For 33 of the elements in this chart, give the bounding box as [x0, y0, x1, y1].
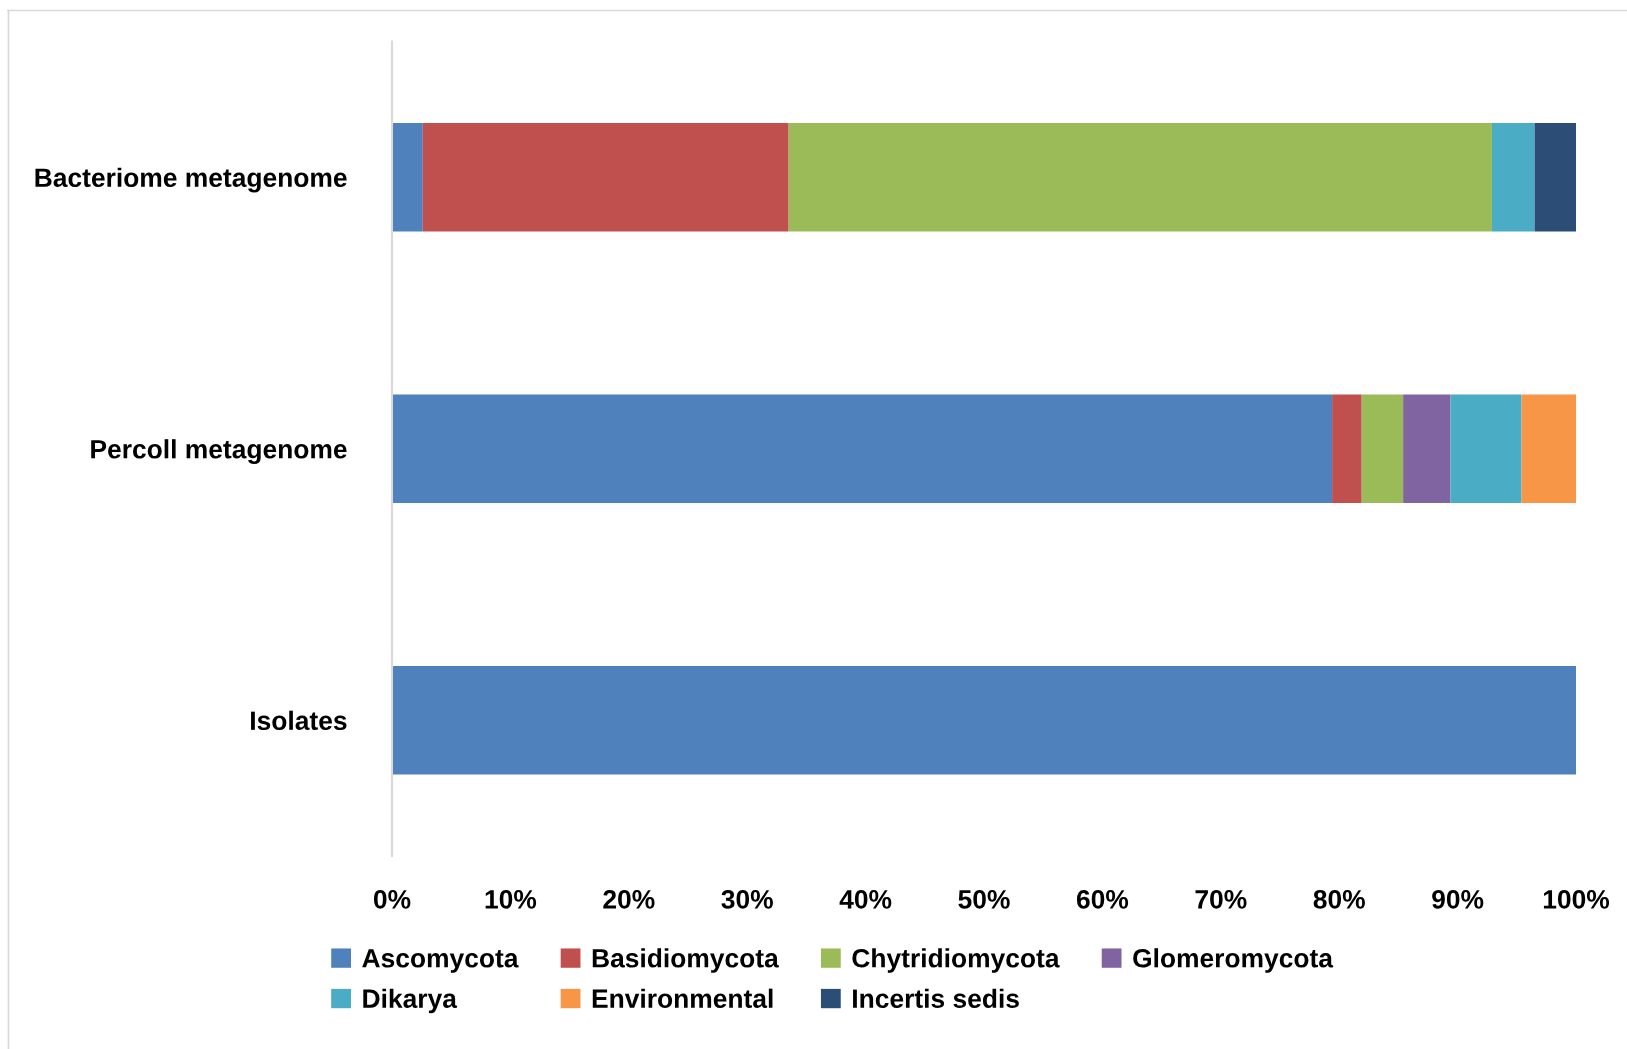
legend-label: Basidiomycota: [592, 948, 779, 973]
x-tick-label: 20%: [603, 890, 655, 909]
legend-label: Incertis sedis: [853, 988, 1019, 1009]
x-tick-label: 30%: [721, 890, 773, 909]
bar: [1534, 122, 1576, 232]
legend-label: Dikarya: [363, 988, 458, 1014]
x-tick-label: 0%: [373, 890, 411, 909]
bar: [1361, 394, 1404, 504]
x-tick-label: 100%: [1543, 890, 1610, 909]
x-tick-label: 60%: [1076, 890, 1129, 909]
bar: [422, 122, 789, 232]
x-tick-label: 90%: [1432, 890, 1484, 909]
bar: [392, 665, 1576, 775]
bar: [1332, 394, 1362, 504]
x-tick-label: 50%: [958, 890, 1010, 909]
y-tick-label: Isolates: [251, 710, 347, 731]
bar: [392, 122, 423, 232]
bar: [1521, 394, 1576, 504]
bar: [392, 394, 1333, 504]
x-tick-label: 80%: [1313, 890, 1365, 909]
x-tick-label: 10%: [485, 890, 537, 909]
y-tick-label: Bacteriome metagenome: [35, 167, 347, 193]
x-tick-label: 70%: [1195, 890, 1247, 909]
legend-label: Ascomycota: [362, 949, 519, 973]
bar: [1491, 122, 1535, 232]
legend-label: Environmental: [592, 988, 773, 1009]
legend-label: Chytridiomycota: [852, 948, 1060, 973]
legend-label: Glomeromycota: [1133, 948, 1334, 973]
x-tick-label: 40%: [839, 890, 892, 909]
bar: [1403, 394, 1451, 504]
bar: [1450, 394, 1522, 504]
bar: [788, 122, 1492, 232]
y-tick-label: Percoll metagenome: [91, 439, 347, 464]
